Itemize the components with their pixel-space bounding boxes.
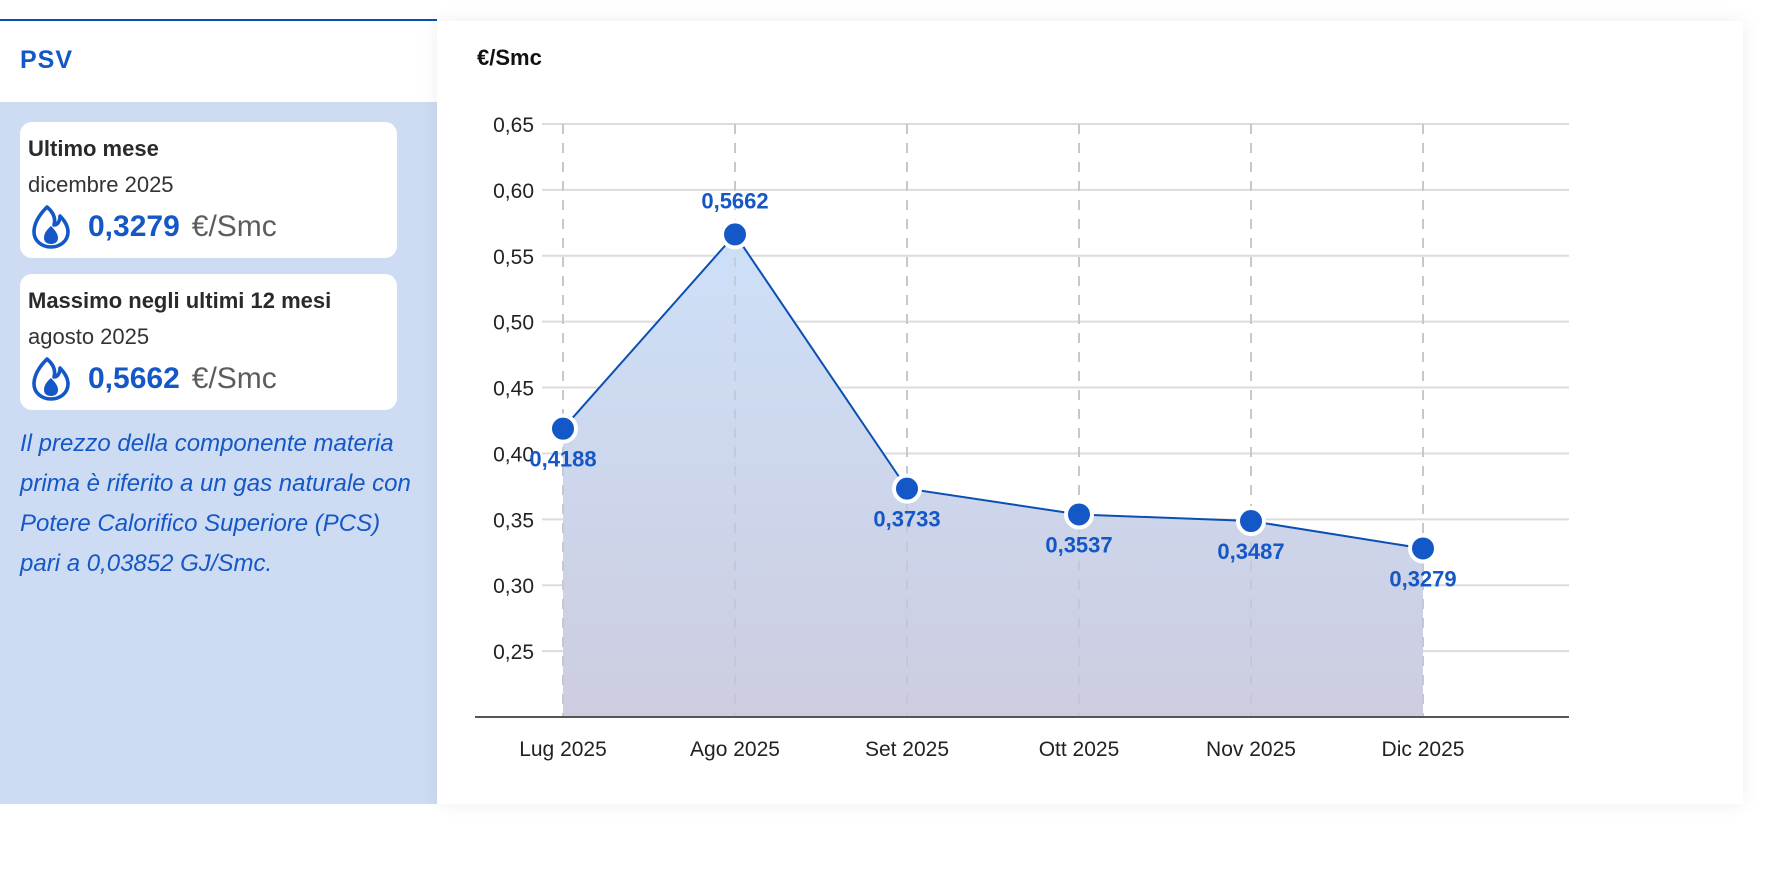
flame-icon	[32, 205, 70, 249]
y-tick-label: 0,25	[493, 641, 534, 664]
card-value: 0,3279	[88, 210, 180, 243]
card-unit: €/Smc	[191, 210, 277, 243]
data-label: 0,3733	[873, 507, 940, 532]
card-value: 0,5662	[88, 362, 180, 395]
x-tick-label: Set 2025	[865, 738, 949, 761]
data-point	[1064, 499, 1094, 530]
header-divider	[0, 19, 437, 21]
y-tick-label: 0,30	[493, 575, 534, 598]
pcs-note: Il prezzo della componente materia prima…	[20, 430, 411, 577]
y-tick-label: 0,45	[493, 378, 534, 401]
card-month: agosto 2025	[28, 324, 150, 349]
chart-panel: €/Smc 0,65 0,60 0,55 0,50 0,45 0,40 0,35 0,30 0,…	[437, 21, 1743, 804]
card-unit: €/Smc	[191, 362, 277, 395]
series-area	[563, 234, 1423, 717]
flame-icon	[32, 357, 70, 401]
y-axis-unit: €/Smc	[477, 45, 542, 70]
x-tick-label: Ago 2025	[690, 738, 780, 761]
data-label: 0,4188	[529, 447, 596, 472]
data-point	[548, 413, 578, 444]
card-label: Massimo negli ultimi 12 mesi	[28, 288, 332, 313]
x-tick-label: Nov 2025	[1206, 738, 1296, 761]
price-chart: €/Smc 0,65 0,60 0,55 0,50 0,45 0,40 0,35 0,30 0,…	[475, 45, 1569, 761]
psv-panel: PSV Ultimo mese dicembre 2025 0,3279 €/S…	[0, 0, 437, 804]
data-label: 0,5662	[701, 188, 768, 213]
card-month: dicembre 2025	[28, 172, 174, 197]
card-label: Ultimo mese	[28, 136, 159, 161]
max-12-months-card: Massimo negli ultimi 12 mesi agosto 2025…	[20, 274, 397, 410]
data-label: 0,3487	[1217, 539, 1284, 564]
panel-title: PSV	[20, 46, 74, 74]
data-point	[720, 219, 750, 250]
x-tick-label: Lug 2025	[519, 738, 607, 761]
y-tick-label: 0,60	[493, 180, 534, 203]
y-tick-label: 0,55	[493, 246, 534, 269]
psv-header	[0, 21, 437, 102]
y-tick-label: 0,65	[493, 114, 534, 137]
data-point	[892, 473, 922, 504]
series-line	[562, 232, 1424, 550]
x-tick-label: Ott 2025	[1039, 738, 1120, 761]
data-label: 0,3279	[1389, 566, 1456, 591]
x-tick-label: Dic 2025	[1382, 738, 1465, 761]
last-month-card: Ultimo mese dicembre 2025 0,3279 €/Smc	[20, 122, 397, 258]
y-tick-label: 0,50	[493, 312, 534, 335]
data-label: 0,3537	[1045, 532, 1112, 557]
data-point	[1236, 506, 1266, 537]
y-tick-label: 0,40	[493, 443, 534, 466]
y-tick-label: 0,35	[493, 509, 534, 532]
data-point	[1408, 533, 1438, 564]
